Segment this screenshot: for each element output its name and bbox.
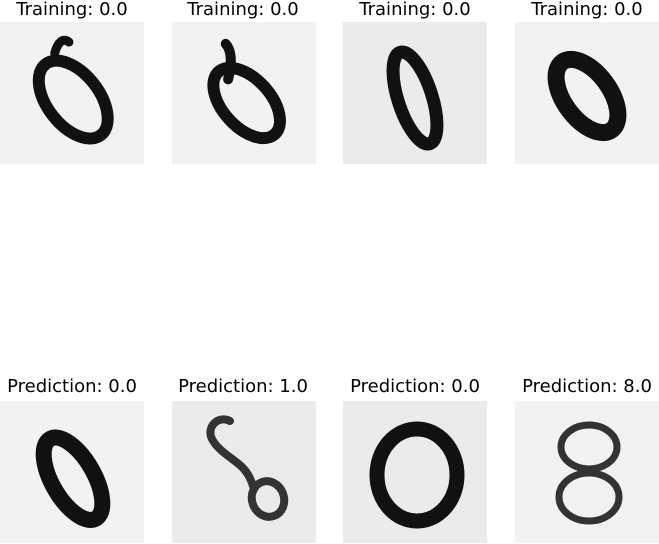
digit-six-image xyxy=(172,401,316,543)
training-image-3 xyxy=(343,22,487,164)
prediction-title-2: Prediction: 1.0 xyxy=(178,376,308,397)
training-title-2: Training: 0.0 xyxy=(187,0,299,20)
prediction-image-3 xyxy=(343,401,487,543)
digit-zero-image xyxy=(343,401,487,543)
digit-zero-image xyxy=(343,22,487,164)
prediction-image-2 xyxy=(172,401,316,543)
training-image-2 xyxy=(172,22,316,164)
training-title-3: Training: 0.0 xyxy=(359,0,471,20)
digit-zero-image xyxy=(515,22,659,164)
digit-zero-image xyxy=(172,22,316,164)
prediction-image-4 xyxy=(515,401,659,543)
prediction-title-3: Prediction: 0.0 xyxy=(350,376,480,397)
digit-eight-image xyxy=(515,401,659,543)
training-title-1: Training: 0.0 xyxy=(16,0,128,20)
training-image-4 xyxy=(515,22,659,164)
digit-zero-image xyxy=(0,401,144,543)
digit-zero-image xyxy=(0,22,144,164)
prediction-title-1: Prediction: 0.0 xyxy=(7,376,137,397)
prediction-title-4: Prediction: 8.0 xyxy=(522,376,652,397)
training-image-1 xyxy=(0,22,144,164)
training-title-4: Training: 0.0 xyxy=(531,0,643,20)
prediction-image-1 xyxy=(0,401,144,543)
